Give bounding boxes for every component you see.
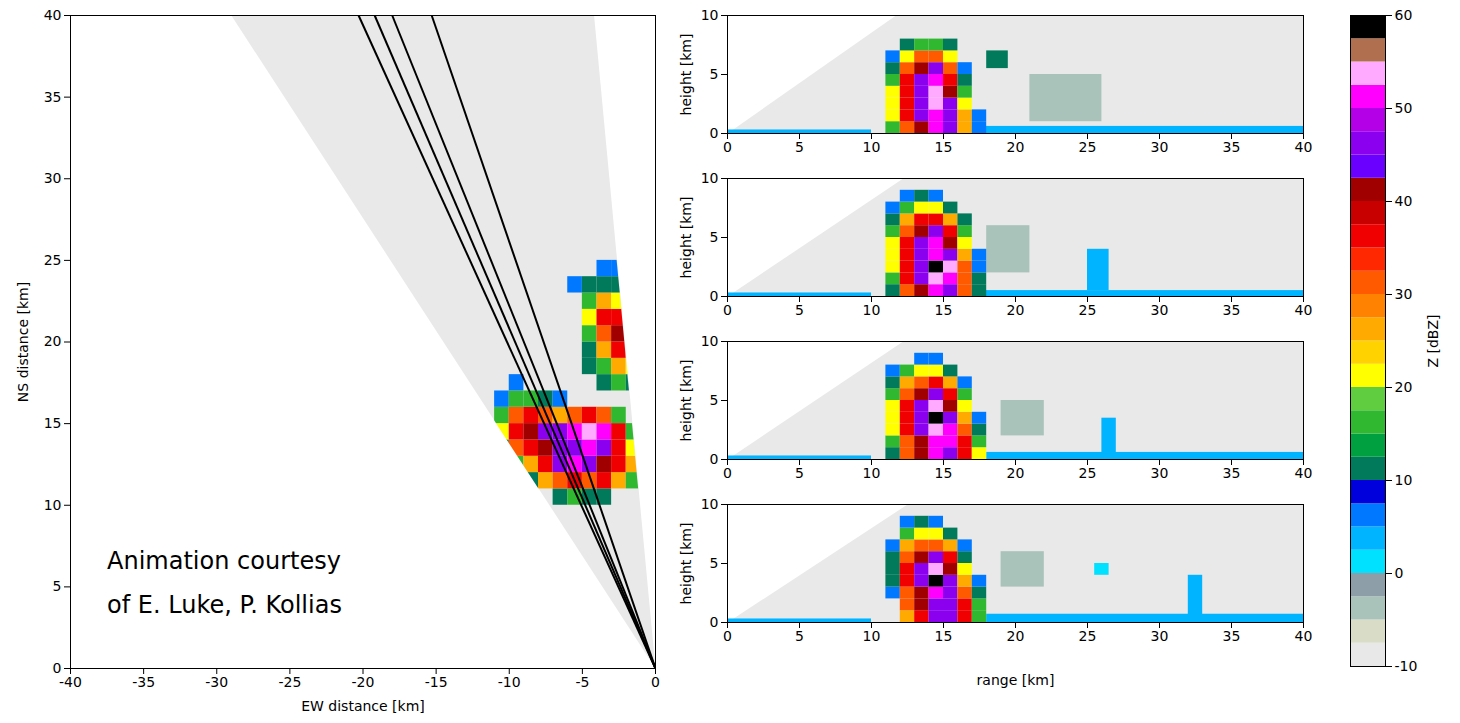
svg-text:10: 10: [701, 496, 719, 512]
svg-text:NS distance [km]: NS distance [km]: [15, 282, 31, 402]
svg-text:0: 0: [723, 465, 732, 481]
svg-text:10: 10: [701, 7, 719, 23]
svg-text:40: 40: [1295, 465, 1313, 481]
svg-text:25: 25: [44, 252, 62, 268]
svg-text:15: 15: [935, 139, 953, 155]
svg-text:5: 5: [795, 139, 804, 155]
svg-text:5: 5: [53, 578, 62, 594]
svg-text:30: 30: [1151, 302, 1169, 318]
svg-text:20: 20: [1395, 379, 1413, 395]
svg-text:5: 5: [795, 465, 804, 481]
svg-text:-10: -10: [498, 674, 521, 690]
svg-text:30: 30: [1151, 628, 1169, 644]
svg-text:30: 30: [1151, 139, 1169, 155]
svg-text:10: 10: [1395, 472, 1413, 488]
svg-text:40: 40: [44, 7, 62, 23]
svg-text:60: 60: [1395, 7, 1413, 23]
svg-text:15: 15: [935, 465, 953, 481]
svg-text:10: 10: [701, 333, 719, 349]
svg-text:0: 0: [710, 288, 719, 304]
svg-text:EW distance [km]: EW distance [km]: [301, 698, 425, 714]
svg-text:35: 35: [1223, 628, 1241, 644]
svg-text:-30: -30: [205, 674, 228, 690]
svg-text:height [km]: height [km]: [678, 197, 694, 279]
svg-text:-15: -15: [425, 674, 448, 690]
svg-text:40: 40: [1295, 628, 1313, 644]
svg-text:5: 5: [710, 66, 719, 82]
svg-text:40: 40: [1295, 302, 1313, 318]
svg-text:15: 15: [44, 415, 62, 431]
svg-text:40: 40: [1395, 193, 1413, 209]
svg-text:0: 0: [1395, 565, 1404, 581]
svg-text:0: 0: [723, 139, 732, 155]
svg-text:35: 35: [1223, 302, 1241, 318]
svg-text:0: 0: [710, 614, 719, 630]
svg-text:35: 35: [44, 89, 62, 105]
svg-text:-40: -40: [59, 674, 82, 690]
svg-text:10: 10: [863, 628, 881, 644]
svg-text:30: 30: [44, 170, 62, 186]
svg-text:40: 40: [1295, 139, 1313, 155]
svg-text:5: 5: [710, 555, 719, 571]
svg-text:-10: -10: [1395, 658, 1418, 674]
svg-text:0: 0: [723, 628, 732, 644]
svg-text:20: 20: [44, 333, 62, 349]
svg-text:35: 35: [1223, 139, 1241, 155]
svg-text:20: 20: [1007, 139, 1025, 155]
svg-text:range [km]: range [km]: [977, 672, 1055, 688]
svg-text:0: 0: [651, 674, 660, 690]
svg-text:-25: -25: [278, 674, 301, 690]
svg-text:25: 25: [1079, 302, 1097, 318]
svg-text:10: 10: [863, 465, 881, 481]
svg-text:-35: -35: [132, 674, 155, 690]
svg-text:25: 25: [1079, 465, 1097, 481]
svg-text:0: 0: [52, 660, 62, 676]
svg-text:height [km]: height [km]: [678, 34, 694, 116]
svg-text:25: 25: [1079, 628, 1097, 644]
svg-text:height [km]: height [km]: [678, 523, 694, 605]
svg-text:35: 35: [1223, 465, 1241, 481]
svg-text:Animation courtesyof E. Luke,: Animation courtesyof E. Luke, P. Kollias: [107, 547, 342, 618]
svg-text:10: 10: [863, 302, 881, 318]
svg-text:25: 25: [1079, 139, 1097, 155]
svg-text:20: 20: [1007, 628, 1025, 644]
svg-text:10: 10: [44, 497, 62, 513]
svg-text:50: 50: [1395, 100, 1413, 116]
svg-text:5: 5: [710, 229, 719, 245]
svg-text:5: 5: [710, 392, 719, 408]
svg-text:-20: -20: [352, 674, 375, 690]
svg-text:5: 5: [795, 628, 804, 644]
svg-text:0: 0: [723, 302, 732, 318]
svg-text:5: 5: [795, 302, 804, 318]
svg-text:20: 20: [1007, 465, 1025, 481]
svg-text:15: 15: [935, 302, 953, 318]
svg-text:30: 30: [1151, 465, 1169, 481]
svg-text:0: 0: [710, 125, 719, 141]
svg-text:30: 30: [1395, 286, 1413, 302]
svg-text:10: 10: [701, 170, 719, 186]
svg-text:Z [dBZ]: Z [dBZ]: [1425, 314, 1441, 367]
svg-text:-5: -5: [575, 674, 589, 690]
svg-text:20: 20: [1007, 302, 1025, 318]
svg-text:height [km]: height [km]: [678, 360, 694, 442]
svg-text:15: 15: [935, 628, 953, 644]
svg-text:0: 0: [710, 451, 719, 467]
svg-text:10: 10: [863, 139, 881, 155]
